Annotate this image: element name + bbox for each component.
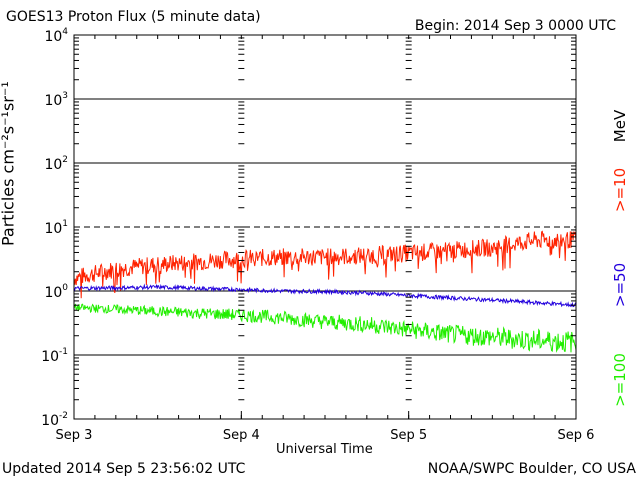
- x-tick-labels: Sep 3 Sep 4 Sep 5 Sep 6: [56, 428, 595, 443]
- x-axis-label: Universal Time: [276, 442, 373, 457]
- x-tick-label: Sep 3: [56, 428, 93, 443]
- grid-lines: [74, 98, 576, 356]
- updated-timestamp: Updated 2014 Sep 5 23:56:02 UTC: [2, 461, 246, 477]
- legend-unit: MeV: [611, 109, 630, 143]
- axes-frame: [73, 34, 577, 420]
- begin-time: Begin: 2014 Sep 3 0000 UTC: [414, 18, 616, 34]
- y-tick-label: 102: [44, 155, 68, 173]
- series-group: [73, 230, 577, 353]
- y-tick-label: 103: [44, 91, 68, 109]
- series-line-1: [73, 283, 577, 308]
- y-tick-label: 10-1: [41, 347, 68, 365]
- series-line-2: [73, 303, 577, 353]
- x-tick-label: Sep 4: [223, 428, 260, 443]
- series-line-0: [73, 230, 577, 299]
- y-tick-label: 10-2: [41, 411, 68, 429]
- y-tick-labels: 104 103 102 101 100 10-1 10-2: [41, 27, 68, 429]
- y-axis-label: Particles cm⁻²s⁻¹sr⁻¹: [0, 81, 18, 246]
- legend-ge10: >=10: [611, 167, 630, 213]
- plot-frame: [73, 34, 577, 420]
- legend-ge100: >=100: [610, 353, 629, 407]
- y-tick-label: 104: [44, 27, 68, 45]
- chart-title: GOES13 Proton Flux (5 minute data): [6, 9, 261, 25]
- x-tick-label: Sep 6: [558, 428, 595, 443]
- y-tick-label: 101: [44, 219, 68, 237]
- y-tick-label: 100: [44, 283, 68, 301]
- x-tick-label: Sep 5: [390, 428, 427, 443]
- credit-line: NOAA/SWPC Boulder, CO USA: [427, 461, 636, 477]
- legend-ge50: >=50: [611, 262, 630, 308]
